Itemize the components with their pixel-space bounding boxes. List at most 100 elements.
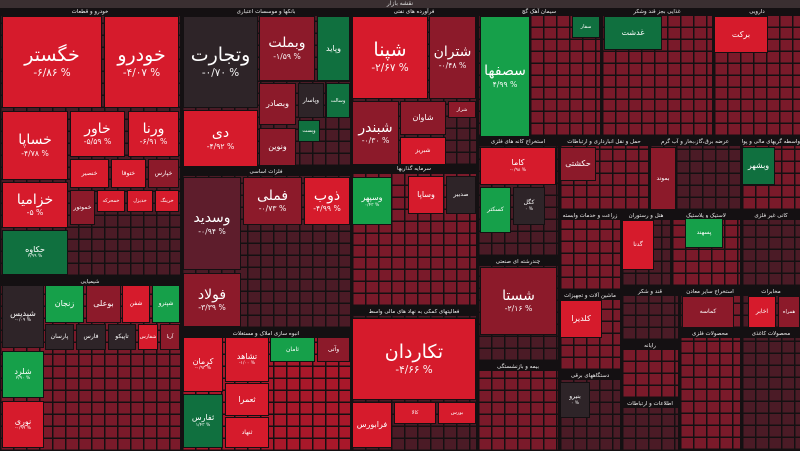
stock-tile[interactable]: کماسه (682, 296, 734, 328)
change-percent: -۴/۶۶ % (395, 363, 433, 376)
sector-title: چندرشته ای صنعتی (478, 258, 558, 266)
stock-tile[interactable]: ثامان (270, 337, 315, 362)
change-percent: -۵ % (26, 208, 44, 218)
stock-tile[interactable]: گدنا (622, 220, 654, 270)
stock-tile[interactable]: آریا (160, 324, 180, 350)
stock-tile[interactable]: کگل ۰ % (513, 187, 545, 225)
stock-tile[interactable]: خودرو -۴/۰۷ % (104, 16, 179, 108)
stock-tile[interactable]: برکت (714, 16, 768, 53)
stock-tile[interactable]: شپنا -۲/۶۷ % (352, 16, 428, 99)
ticker-label: حکشتی (565, 159, 591, 169)
stock-tile[interactable]: صدبیر (446, 176, 476, 214)
stock-tile[interactable]: بموند (650, 147, 676, 210)
stock-tile[interactable]: خاور -۵/۵۹ % (70, 111, 125, 157)
ticker-label: شبریز (415, 147, 431, 155)
stock-tile[interactable]: وسالت (326, 83, 350, 118)
stock-tile[interactable]: ذوب -۴/۹۹ % (304, 177, 350, 225)
change-percent: -۰/۹۹ % (14, 426, 32, 432)
change-percent: -۵/۵۹ % (83, 137, 112, 147)
stock-tile[interactable]: سصفها ۴/۹۹ % (480, 16, 530, 137)
stock-tile[interactable]: شراز (448, 101, 476, 118)
stock-tile[interactable]: شفن (122, 285, 150, 323)
stock-tile[interactable]: سفار (572, 16, 600, 38)
ticker-label: خرینگ (160, 198, 174, 204)
stock-tile[interactable]: ختوقا (111, 159, 146, 188)
stock-tile[interactable]: ورنا -۶/۹۱ % (128, 111, 179, 157)
stock-tile[interactable]: شپدیس -۰/۰۹ % (2, 285, 44, 348)
sector-title: فلزات اساسی (182, 168, 350, 176)
stock-tile[interactable]: کاما -۰/۹۸ % (480, 147, 556, 185)
stock-tile[interactable]: کرمان -۰/۹۳ % (183, 337, 223, 392)
stock-tile[interactable]: کلدیرا (560, 300, 602, 338)
stock-tile[interactable]: وتجارت -۰/۷۰ % (183, 16, 258, 108)
stock-tile[interactable]: بنیرو ۰ % (560, 382, 590, 418)
stock-tile[interactable]: خگستر -۶/۸۶ % (2, 16, 102, 108)
stock-tile[interactable]: شاوان (400, 101, 446, 135)
stock-tile[interactable]: شتران -۰/۴۸ % (429, 16, 476, 99)
sector-title: شیمیایی (0, 278, 180, 286)
stock-tile[interactable]: ثفارس ۱/۴۳ % (183, 394, 223, 448)
ticker-label: ثامان (286, 345, 299, 353)
stock-tile[interactable]: تشاهد -۱/۰۰ % (225, 337, 269, 382)
stock-tile[interactable]: وبملت -۱/۵۹ % (259, 16, 315, 81)
ticker-label: ورنا (142, 120, 165, 137)
stock-tile[interactable]: پارسان (45, 324, 74, 350)
stock-tile[interactable]: شپترو (152, 285, 180, 323)
stock-tile[interactable]: خرینگ (155, 190, 179, 212)
stock-tile[interactable]: اخابر (748, 296, 776, 328)
stock-tile[interactable]: وآتی (317, 337, 350, 362)
stock-tile[interactable]: پسهند (685, 218, 723, 248)
stock-tile[interactable]: وپاسار (298, 83, 324, 118)
stock-tile[interactable]: ثنهاد (225, 417, 269, 448)
sector-title: واسطه گریهای مالی و پولی (742, 138, 800, 146)
stock-tile[interactable]: شلرد ۲/۹۰ % (2, 351, 44, 398)
stock-tile[interactable]: شبندر -۰/۳۰ % (352, 101, 399, 165)
stock-tile[interactable]: خدیزل (127, 190, 153, 212)
stock-tile[interactable]: تاپیکو (108, 324, 136, 350)
stock-tile[interactable]: بوعلی (86, 285, 121, 323)
stock-tile[interactable]: خنصیر (70, 159, 109, 188)
ticker-label: وبملت (268, 35, 306, 52)
stock-tile[interactable]: خمحرکه (97, 190, 125, 212)
stock-tile[interactable]: فولاد -۳/۳۹ % (183, 273, 241, 327)
change-percent: -۱/۰۰ % (238, 361, 256, 367)
stock-tile[interactable]: خساپا -۴/۷۸ % (2, 111, 68, 180)
stock-tile[interactable]: فرابورس (352, 402, 392, 448)
stock-tile[interactable]: تکاردان -۴/۶۶ % (352, 318, 476, 400)
change-percent: -۰/۷۰ % (201, 66, 240, 79)
stock-tile[interactable]: فارس (76, 324, 106, 350)
stock-tile[interactable]: حکشتی (560, 147, 596, 181)
stock-tile[interactable]: ثعمرا (225, 383, 269, 416)
stock-tile[interactable]: زنجان (45, 285, 84, 323)
ticker-label: خپارس (154, 169, 173, 177)
stock-tile[interactable]: شستا -۲/۱۶ % (480, 267, 557, 335)
stock-tile[interactable]: دی -۴/۹۲ % (183, 110, 258, 167)
stock-tile[interactable]: وسدید -۰/۹۴ % (183, 177, 241, 270)
sector-title: محصولات کاغذی (742, 330, 800, 338)
stock-tile[interactable]: وبصادر (259, 83, 296, 125)
stock-tile[interactable]: فملی -۰/۷۳ % (243, 177, 302, 225)
stock-tile[interactable]: خپارس (148, 159, 179, 188)
stock-tile[interactable]: خموتور (70, 190, 95, 225)
stock-tile[interactable]: وبشهر (742, 147, 775, 185)
stock-tile[interactable]: غدشت (604, 16, 662, 50)
ticker-label: سفار (580, 24, 592, 30)
ticker-label: دی (211, 125, 230, 142)
stock-tile[interactable]: شبریز (400, 137, 446, 165)
stock-tile[interactable]: همراه (778, 296, 800, 328)
ticker-label: وتجارت (190, 43, 251, 66)
stock-tile[interactable]: وساپا (408, 176, 444, 214)
stock-tile[interactable]: بورس (438, 402, 476, 424)
ticker-label: کسکتر (487, 206, 504, 214)
stock-tile[interactable]: شفارس (138, 324, 158, 350)
stock-tile[interactable]: حکاوه ۲/۹۹ % (2, 230, 68, 275)
stock-tile[interactable]: ونوین (259, 128, 296, 166)
stock-tile[interactable]: وپاید (317, 16, 350, 81)
stock-tile[interactable]: خزامیا -۵ % (2, 182, 68, 228)
stock-tile[interactable]: وپست (298, 120, 320, 142)
stock-tile[interactable]: وسپهر ۰/۴۳ % (352, 177, 392, 225)
stock-tile[interactable]: کسکتر (480, 187, 511, 233)
stock-tile[interactable]: نوری -۰/۹۹ % (2, 401, 44, 448)
ticker-label: شپدیس (10, 308, 36, 318)
stock-tile[interactable]: کالا (394, 402, 436, 424)
